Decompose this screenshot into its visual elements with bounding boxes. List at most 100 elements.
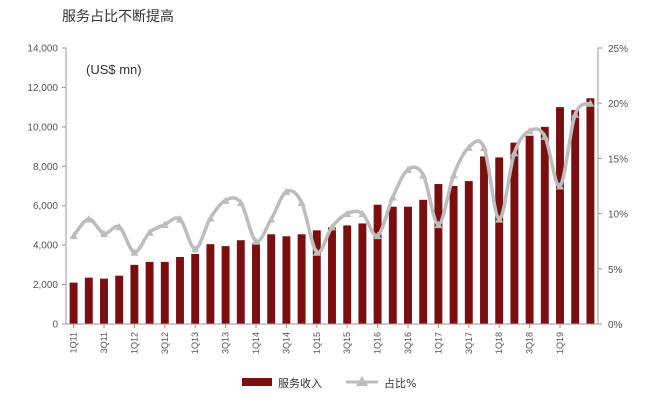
x-tick-label: 3Q15 [342, 332, 352, 354]
right-tick-label: 15% [608, 154, 628, 165]
share-point [252, 237, 260, 245]
share-point [556, 182, 564, 190]
share-point [434, 220, 443, 229]
x-tick-label: 1Q19 [555, 332, 565, 354]
bar [130, 264, 139, 324]
left-tick-label: 4,000 [33, 241, 58, 252]
left-tick-label: 6,000 [33, 201, 58, 212]
x-tick-label: 3Q13 [221, 332, 231, 354]
share-point [480, 143, 488, 151]
x-tick-label: 1Q12 [129, 332, 139, 354]
share-point [84, 215, 93, 223]
legend-marker-triangle [356, 376, 368, 386]
share-point [69, 231, 78, 240]
right-tick-label: 25% [608, 44, 628, 55]
bar [160, 261, 169, 324]
bar [434, 184, 443, 324]
share-point [388, 193, 397, 201]
left-tick-label: 10,000 [27, 122, 58, 133]
left-tick-label: 14,000 [27, 44, 58, 55]
share-point [510, 148, 519, 157]
bar [84, 277, 93, 324]
x-tick-label: 3Q17 [464, 332, 474, 354]
share-point [404, 165, 412, 173]
share-point [358, 209, 367, 218]
left-tick-label: 0 [52, 320, 58, 331]
share-point [267, 215, 276, 223]
x-tick-label: 3Q11 [99, 332, 109, 353]
bar [419, 199, 428, 324]
x-tick-label: 1Q18 [494, 332, 504, 354]
share-point [115, 222, 124, 231]
bar [69, 282, 78, 324]
share-point [343, 209, 352, 218]
share-point [282, 187, 291, 196]
right-tick-label: 0% [608, 320, 623, 331]
bar [571, 110, 580, 324]
share-point [419, 170, 428, 179]
share-point [373, 231, 382, 240]
bar [221, 246, 230, 324]
bar [556, 107, 564, 325]
x-tick-label: 3Q12 [160, 332, 170, 354]
bar [540, 126, 549, 324]
x-tick-label: 1Q16 [373, 332, 383, 354]
share-point [312, 248, 321, 256]
share-point [160, 220, 169, 229]
share-point [100, 229, 108, 237]
bar [525, 135, 534, 324]
right-tick-label: 10% [608, 210, 628, 221]
bar [388, 206, 397, 324]
share-point [236, 198, 245, 207]
bar [252, 243, 260, 324]
x-tick-label: 1Q11 [69, 332, 79, 353]
share-point [191, 244, 200, 253]
bar [115, 275, 124, 324]
x-tick-label: 1Q13 [190, 332, 200, 354]
share-point [297, 198, 306, 207]
share-point [328, 222, 336, 231]
bar [191, 254, 200, 324]
left-tick-label: 8,000 [33, 162, 58, 173]
bar [206, 244, 215, 324]
share-point [449, 170, 458, 179]
share-point [206, 214, 215, 222]
bar [176, 256, 184, 324]
bar [328, 227, 336, 324]
bar [312, 230, 321, 324]
share-point [540, 132, 549, 140]
bar [267, 234, 276, 324]
bar [100, 278, 108, 324]
bar [145, 261, 154, 324]
share-point [586, 99, 595, 107]
legend-label-service-revenue: 服务收入 [278, 376, 322, 390]
share-point [525, 126, 534, 135]
bar [282, 236, 291, 324]
right-tick-label: 5% [608, 265, 623, 276]
chart-title: 服务占比不断提高 [62, 9, 174, 25]
bar [404, 206, 412, 324]
bar [495, 157, 504, 324]
x-tick-label: 3Q18 [525, 332, 535, 354]
left-tick-label: 12,000 [27, 83, 58, 94]
bar [373, 204, 382, 324]
share-point [495, 215, 504, 223]
bar [586, 98, 595, 325]
bar [510, 142, 519, 324]
bar [297, 234, 306, 324]
x-tick-label: 1Q17 [433, 332, 443, 354]
share-point [221, 196, 230, 204]
bar [236, 240, 245, 324]
bar [449, 186, 458, 324]
unit-label: (US$ mn) [86, 62, 142, 77]
legend: 服务收入 占比% [242, 376, 416, 390]
share-point [464, 143, 473, 151]
bar [480, 156, 488, 324]
share-point [176, 215, 184, 223]
line-series [69, 99, 595, 256]
legend-swatch-bar [242, 378, 272, 386]
share-point [145, 228, 154, 236]
bar [358, 223, 367, 324]
share-point [571, 110, 580, 118]
